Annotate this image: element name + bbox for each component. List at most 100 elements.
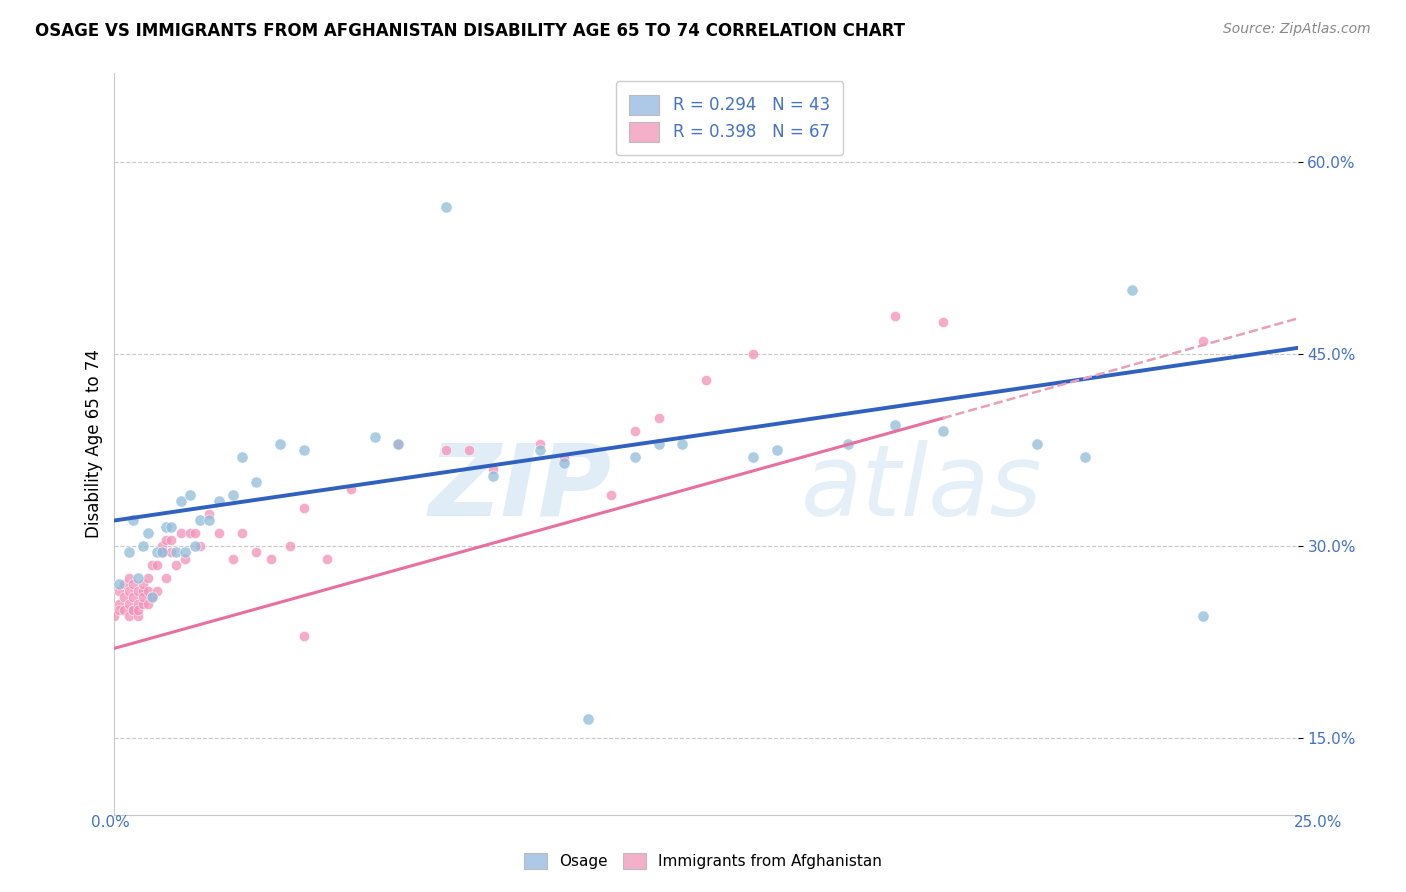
Point [553,456,575,470]
Point [184,539,207,553]
Point [132,583,155,598]
Point [188,539,211,553]
Point [141,591,163,605]
Point [222,552,245,566]
Point [482,462,505,476]
Point [198,507,221,521]
Point [1026,436,1049,450]
Point [141,591,163,605]
Point [146,545,169,559]
Point [292,500,315,515]
Point [136,526,159,541]
Point [742,450,765,464]
Point [387,436,409,450]
Y-axis label: Disability Age 65 to 74: Disability Age 65 to 74 [86,350,103,538]
Point [387,436,409,450]
Point [884,417,907,432]
Point [117,597,139,611]
Point [132,539,155,553]
Point [316,552,339,566]
Point [150,545,173,559]
Point [1073,450,1095,464]
Point [529,436,551,450]
Point [245,545,267,559]
Point [117,609,139,624]
Point [1192,334,1215,349]
Point [174,552,197,566]
Point [160,545,183,559]
Point [160,533,183,547]
Point [278,539,301,553]
Point [165,545,187,559]
Point [136,597,159,611]
Point [742,347,765,361]
Text: OSAGE VS IMMIGRANTS FROM AFGHANISTAN DISABILITY AGE 65 TO 74 CORRELATION CHART: OSAGE VS IMMIGRANTS FROM AFGHANISTAN DIS… [35,22,905,40]
Point [364,430,387,444]
Point [434,200,457,214]
Point [766,443,789,458]
Point [170,526,193,541]
Point [127,609,149,624]
Point [108,597,131,611]
Legend: Osage, Immigrants from Afghanistan: Osage, Immigrants from Afghanistan [517,847,889,875]
Point [127,603,149,617]
Point [207,526,229,541]
Point [259,552,281,566]
Point [122,591,145,605]
Point [292,443,315,458]
Point [671,436,693,450]
Point [117,545,139,559]
Point [155,571,177,585]
Point [132,591,155,605]
Point [600,488,623,502]
Point [174,545,197,559]
Point [136,571,159,585]
Point [112,577,135,591]
Point [837,436,859,450]
Point [231,450,253,464]
Point [647,411,669,425]
Point [292,629,315,643]
Text: atlas: atlas [800,440,1042,537]
Point [132,597,155,611]
Point [155,520,177,534]
Point [245,475,267,490]
Point [1121,283,1143,297]
Text: ZIP: ZIP [429,440,612,537]
Point [482,468,505,483]
Point [122,577,145,591]
Point [112,603,135,617]
Point [695,373,717,387]
Legend: R = 0.294   N = 43, R = 0.398   N = 67: R = 0.294 N = 43, R = 0.398 N = 67 [616,81,844,155]
Point [931,424,953,438]
Point [127,597,149,611]
Point [108,583,131,598]
Point [150,545,173,559]
Point [179,526,201,541]
Point [117,571,139,585]
Text: 25.0%: 25.0% [1295,815,1343,830]
Point [884,309,907,323]
Point [122,603,145,617]
Point [198,514,221,528]
Point [122,603,145,617]
Point [117,583,139,598]
Point [146,558,169,573]
Point [122,514,145,528]
Point [340,482,363,496]
Point [108,577,131,591]
Point [553,450,575,464]
Point [108,603,131,617]
Point [222,488,245,502]
Point [647,436,669,450]
Point [136,583,159,598]
Point [931,315,953,329]
Point [624,424,647,438]
Point [132,577,155,591]
Point [141,558,163,573]
Point [165,558,187,573]
Point [1192,609,1215,624]
Point [146,583,169,598]
Point [269,436,291,450]
Point [458,443,481,458]
